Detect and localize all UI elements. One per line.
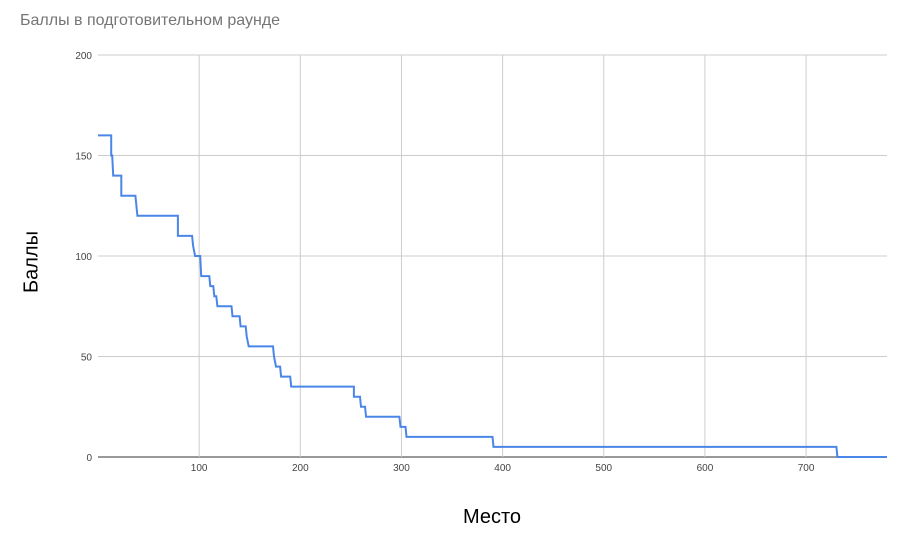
x-axis-label: Место [462, 506, 522, 528]
x-tick-label-400: 400 [494, 463, 511, 474]
y-tick-label-100: 100 [75, 252, 92, 263]
y-tick-label-50: 50 [81, 353, 93, 364]
x-tick-label-100: 100 [191, 463, 208, 474]
grid-lines [98, 54, 887, 458]
x-tick-label-200: 200 [292, 463, 309, 474]
x-tick-label-300: 300 [393, 463, 410, 474]
x-tick-label-700: 700 [798, 463, 815, 474]
x-tick-label-500: 500 [595, 463, 612, 474]
x-tick-label-600: 600 [697, 463, 714, 474]
y-tick-label-200: 200 [75, 51, 92, 62]
y-tick-label-0: 0 [86, 453, 92, 464]
y-tick-label-150: 150 [75, 152, 92, 163]
series-layer [98, 134, 887, 458]
series-line-0 [98, 134, 887, 458]
tick-labels: 0 50 100 150 200 100 200 300 400 500 600 700 [75, 51, 815, 474]
chart-title: Баллы в подготовительном раунде [20, 12, 281, 29]
